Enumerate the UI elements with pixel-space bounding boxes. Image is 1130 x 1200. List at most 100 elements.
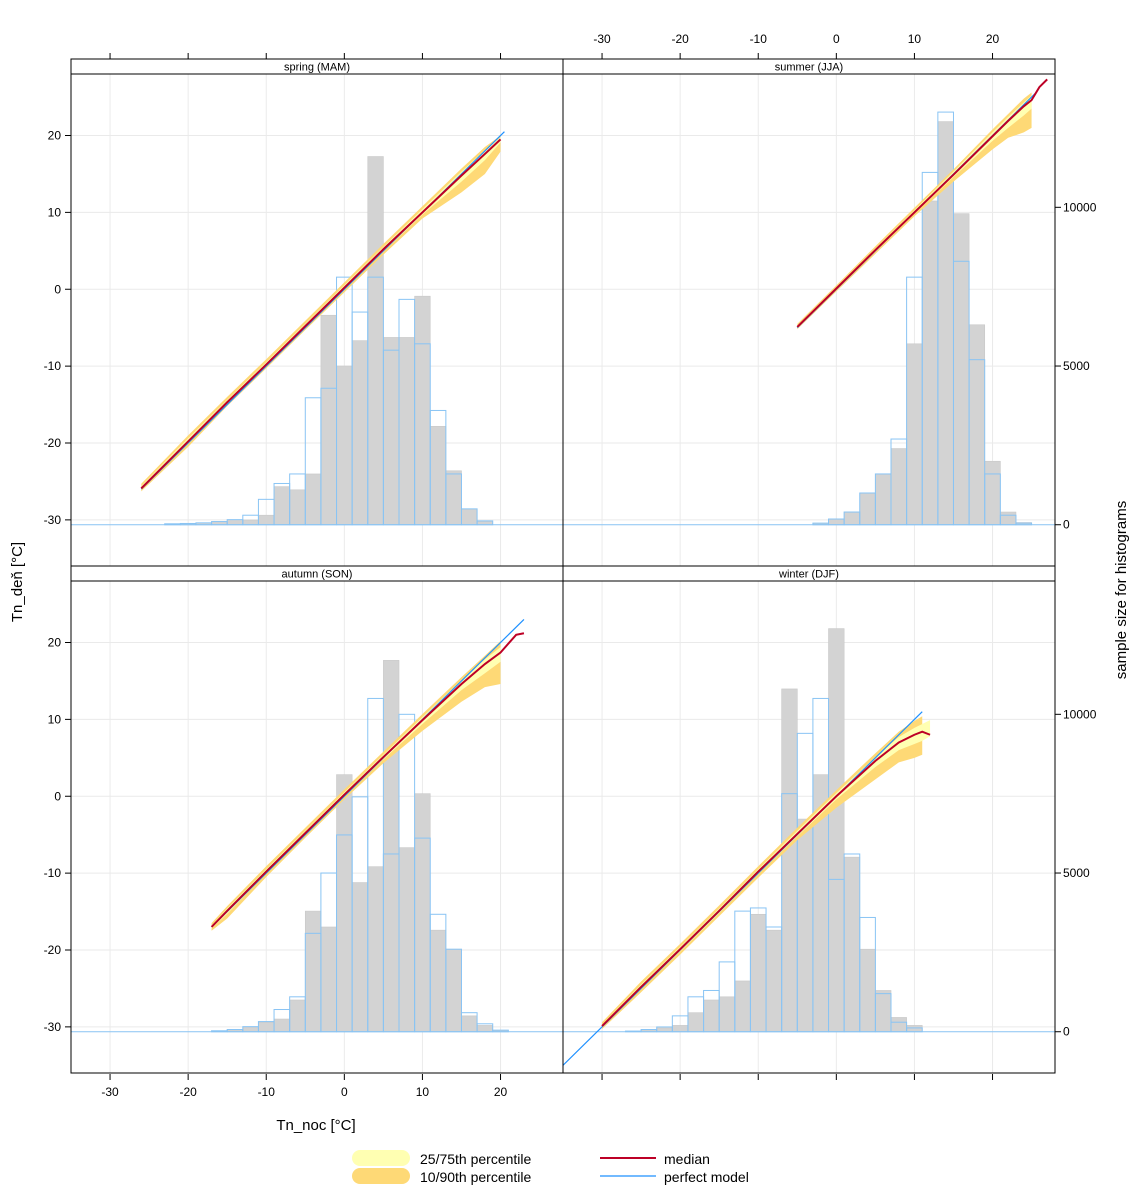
hist-obs-bar [859,948,876,1033]
band-25-75 [211,647,501,929]
hist-obs-bar [461,1015,478,1033]
y-tick-label-left: 10 [48,205,62,219]
legend-swatch-10-90 [352,1168,410,1184]
count-tick-label-right: 5000 [1063,866,1090,880]
hist-obs-bar [859,492,876,526]
y-tick-label-left: -30 [44,513,62,527]
hist-obs-bar [351,882,369,1033]
count-tick-label-right: 5000 [1063,359,1090,373]
panel-plot-area [563,581,1055,1073]
x-tick-label-bottom: 20 [494,1085,508,1099]
hist-obs-bar [289,489,306,526]
y-tick-label-left: 10 [48,712,62,726]
hist-obs-bar [226,520,244,526]
hist-obs-bar [242,519,259,526]
panel-plot-area [71,74,563,566]
hist-obs-bar [414,793,431,1033]
y-tick-label-left: 0 [54,789,61,803]
hist-obs-bar [875,473,892,526]
legend-swatch-25-75 [352,1150,410,1166]
x-tick-label-top: -10 [750,32,768,46]
median-line [796,78,1048,328]
legend-label-25-75: 25/75th percentile [420,1151,532,1167]
hist-obs-bar [304,473,322,526]
count-tick-label-right: 10000 [1063,200,1097,214]
y-tick-label-left: -10 [44,359,62,373]
panel-plot-area [71,581,563,1073]
hist-obs-bar [672,1025,689,1033]
y-tick-label-left: 20 [48,636,62,650]
y-axis-label: Tn_deň [°C] [9,542,26,622]
y-tick-label-left: -30 [44,1020,62,1034]
hist-obs-bar [383,337,400,526]
hist-obs-bar [273,486,290,526]
panel-border [562,580,1056,1074]
hist-obs-bar [875,990,892,1033]
x-tick-label-top: -20 [671,32,689,46]
hist-obs-bar [258,1021,275,1033]
panel-plot-area [563,74,1055,566]
hist-obs-bar [656,1027,673,1033]
panel-1: summer (JJA) [562,58,1056,567]
hist-obs-bar [687,1012,704,1033]
hist-obs-bar [953,213,970,526]
band-10-90 [602,716,923,1030]
panel-title: autumn (SON) [282,569,353,581]
hist-obs-bar [289,999,306,1033]
hist-obs-bar [906,1025,923,1033]
x-tick-label-top: -30 [593,32,611,46]
panel-title: spring (MAM) [284,62,350,74]
axes: -30 -20 -10 0 10 20 -30 -20 -10 0 10 20 -30 -20 -10 0 10… [44,32,1097,1099]
hist-obs-bar [336,365,353,526]
y-tick-label-left: -20 [44,436,62,450]
hist-obs-bar [703,999,720,1033]
hist-obs-bar [890,1017,907,1033]
hist-obs-bar [258,514,275,526]
hist-obs-bar [445,948,462,1033]
hist-obs-bar [273,1018,290,1033]
y2-axis-label: sample size for histograms [1113,501,1130,679]
panel-title: summer (JJA) [775,62,843,74]
band-25-75 [602,720,931,1027]
hist-obs-bar [414,295,431,526]
legend-label-median: median [664,1151,710,1167]
median-line [210,632,525,928]
median-line [601,730,931,1027]
hist-obs-bar [429,929,447,1033]
hist-obs-bar [320,314,337,526]
hist-obs-bar [828,518,845,526]
hist-obs-bar [320,926,337,1033]
panels: spring (MAM) summer (JJA) autumn (SON) wint… [70,58,1056,1074]
hist-obs-bar [1000,511,1017,526]
legend-label-10-90: 10/90th percentile [420,1169,532,1185]
x-tick-label-bottom: -30 [101,1085,119,1099]
hist-obs-bar [367,156,384,526]
hist-obs-bar [242,1026,259,1033]
hist-obs-bar [734,980,751,1033]
hist-obs-bar [843,856,861,1033]
median-line [140,138,502,490]
hist-obs-bar [718,996,736,1033]
x-tick-label-top: 0 [833,32,840,46]
hist-obs-bar [984,460,1001,526]
hist-obs-bar [828,628,845,1033]
hist-obs-bar [921,200,939,526]
panel-2: autumn (SON) [70,565,564,1074]
band-25-75 [141,137,501,490]
panel-title: winter (DJF) [778,569,839,581]
x-tick-label-bottom: 10 [416,1085,430,1099]
hist-obs-bar [476,1025,494,1033]
hist-obs-bar [968,324,986,526]
hist-obs-bar [336,774,353,1033]
hist-obs-bar [367,866,384,1033]
hist-obs-bar [398,847,415,1033]
legend: 25/75th percentile 10/90th percentile me… [352,1150,749,1185]
hist-obs-bar [398,337,415,526]
y-tick-label-left: -10 [44,866,62,880]
hist-obs-bar [351,340,369,526]
x-axis-label: Tn_noc [°C] [276,1117,355,1134]
hist-obs-bar [445,470,462,526]
x-tick-label-bottom: -10 [258,1085,276,1099]
hist-obs-bar [383,660,400,1033]
